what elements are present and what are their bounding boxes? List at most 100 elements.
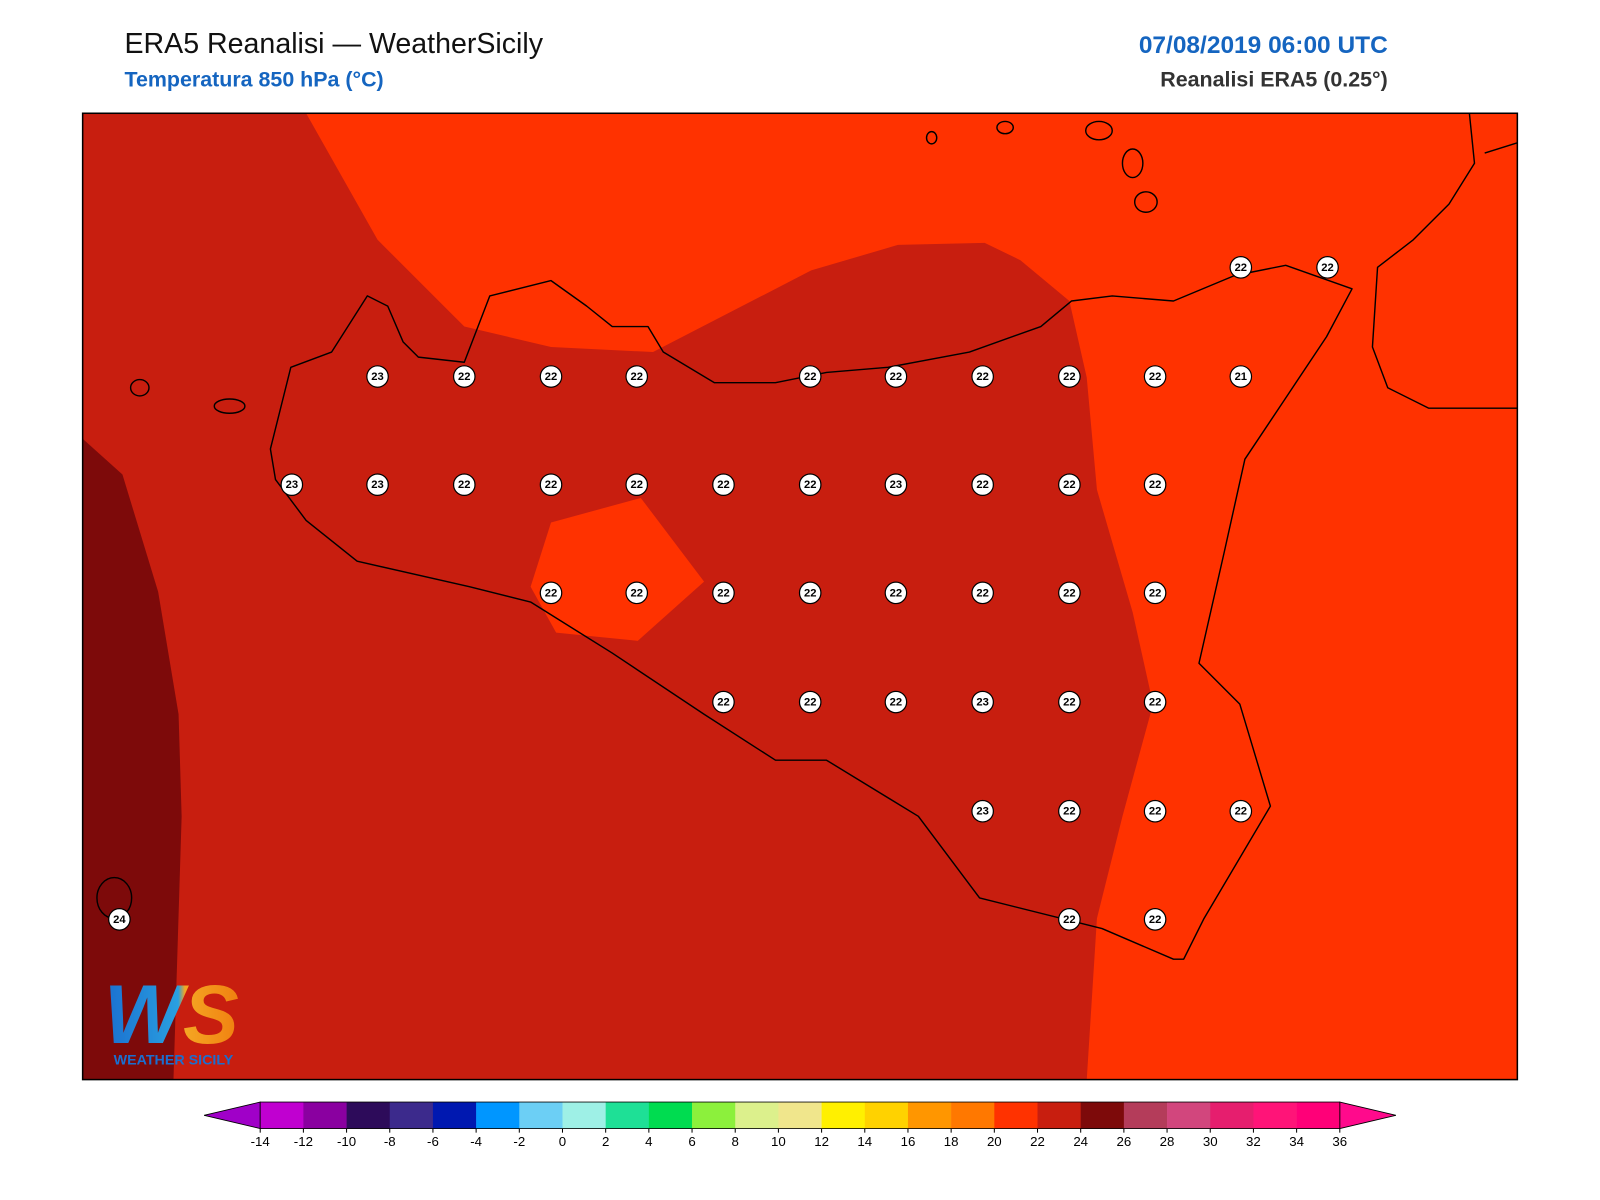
station-marker [539,581,563,605]
colorbar-bin [260,1102,304,1129]
station: 22 [712,473,735,497]
station: 22 [884,690,908,714]
colorbar-bin [735,1102,779,1129]
station-value: 22 [545,479,557,491]
station-marker [884,581,908,605]
station-marker [108,908,131,931]
colorbar-bin [692,1102,736,1129]
station-value: 22 [458,371,470,383]
station: 22 [1058,365,1081,388]
station-marker [1316,256,1339,279]
colorbar-bin [476,1102,520,1129]
map: 22 22 23 22 22 22 22 22 22 22 22 21 23 23 22 22 22 22 22 23… [81,112,1519,1081]
colorbar-tick-label: 12 [814,1134,829,1149]
colorbar-bin [1123,1102,1168,1129]
colorbar-tick-label: 2 [602,1134,609,1149]
title: ERA5 Reanalisi — WeatherSicily [124,28,543,60]
station-marker [798,690,822,714]
colorbar-tick-label: -6 [427,1134,439,1149]
station-marker [971,473,994,497]
colorbar-bin [519,1102,563,1129]
station-value: 22 [1321,262,1333,274]
colorbar-bin [605,1102,650,1129]
station-marker [1229,799,1253,823]
logo: WS WEATHER SICILY [104,967,239,1068]
station: 22 [1229,256,1253,279]
colorbar-tick-label: 8 [732,1134,739,1149]
field-20-22 [530,497,705,641]
station: 22 [1143,799,1167,823]
station-value: 22 [1235,262,1247,274]
station: 22 [625,473,649,497]
station: 22 [884,365,908,388]
station-value: 22 [976,371,988,383]
station-value: 22 [804,587,816,599]
station-value: 22 [717,587,729,599]
island [129,378,150,397]
station-marker [971,690,994,714]
station-value: 22 [717,479,729,491]
colorbar-bin [389,1102,434,1129]
coastline [1371,113,1518,409]
station-marker [539,473,563,497]
station-marker [712,690,735,714]
colorbar-tick-label: 28 [1160,1134,1175,1149]
station-value: 22 [1149,479,1161,491]
station: 22 [539,365,563,388]
coastline [269,264,1353,960]
station-marker [452,473,476,497]
colorbar-tick-label: 32 [1246,1134,1261,1149]
station: 22 [884,581,908,605]
station-marker [366,365,389,388]
station-marker [971,799,994,823]
station: 22 [971,365,994,388]
colorbar-tick-label: 18 [944,1134,959,1149]
colorbar-bin [562,1102,606,1129]
station: 22 [1058,581,1081,605]
field-20-22 [306,113,1518,1080]
station: 22 [1058,690,1081,714]
island [996,120,1014,135]
station-value: 22 [630,371,642,383]
station: 22 [1143,473,1167,497]
station: 23 [971,690,994,714]
colorbar-tick-label: 10 [771,1134,786,1149]
station-value: 22 [1063,806,1075,818]
station: 22 [798,690,822,714]
station: 22 [712,690,735,714]
station-marker [625,581,649,605]
station: 23 [366,365,389,388]
subtitle: Temperatura 850 hPa (°C) [124,68,383,92]
station: 22 [1143,581,1167,605]
station-marker [884,365,908,388]
logo-mark: WS [104,967,239,1061]
station-value: 21 [1235,371,1247,383]
station-marker [1143,908,1167,931]
station: 22 [452,365,476,388]
station-value: 22 [1063,697,1075,709]
station-marker [971,365,994,388]
station: 24 [108,908,131,931]
station-marker [884,473,908,497]
station-value: 22 [630,479,642,491]
station-marker [452,365,476,388]
colorbar-tick-label: 14 [857,1134,872,1149]
datetime: 07/08/2019 06:00 UTC [1139,32,1388,59]
colorbar-tick-label: -2 [513,1134,525,1149]
station-marker [625,473,649,497]
station-marker [1143,365,1167,388]
colorbar-tick-label: -14 [251,1134,270,1149]
station: 22 [798,473,822,497]
station: 22 [1229,799,1253,823]
island [1133,191,1158,213]
station-marker [884,690,908,714]
colorbar-tick-label: 20 [987,1134,1002,1149]
colorbar-bin [1296,1102,1341,1129]
station-value: 22 [976,587,988,599]
colorbar-bin [648,1102,693,1129]
station: 22 [539,581,563,605]
colorbar-bin [864,1102,909,1129]
stations: 22 22 23 22 22 22 22 22 22 22 22 21 23 23 22 22 22 22 22 23… [108,256,1339,931]
station-value: 23 [371,479,383,491]
station-value: 22 [1063,914,1075,926]
